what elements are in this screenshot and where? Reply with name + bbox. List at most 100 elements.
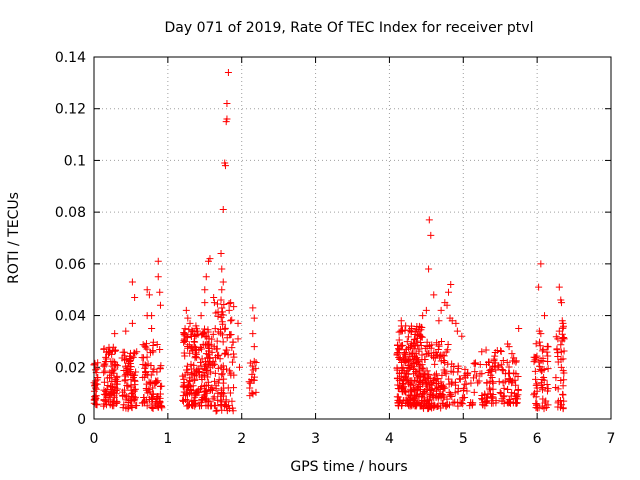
- data-point: [416, 332, 424, 340]
- data-point: [401, 350, 409, 358]
- data-point: [120, 348, 128, 356]
- data-point: [396, 356, 404, 364]
- y-tick-label: 0.08: [55, 205, 86, 221]
- data-point: [560, 369, 568, 377]
- data-point: [404, 333, 412, 341]
- data-point: [218, 370, 226, 378]
- data-point: [234, 335, 242, 343]
- data-point: [536, 342, 544, 350]
- data-point: [544, 358, 552, 366]
- data-point: [183, 396, 191, 404]
- data-point: [91, 395, 99, 403]
- data-point: [395, 346, 403, 354]
- data-point: [141, 398, 149, 406]
- data-point: [219, 389, 227, 397]
- data-point: [234, 319, 242, 327]
- data-point: [537, 330, 545, 338]
- data-point: [404, 344, 412, 352]
- data-point: [208, 348, 216, 356]
- data-point: [101, 367, 109, 375]
- data-point: [188, 389, 196, 397]
- data-point: [112, 375, 120, 383]
- data-point: [191, 352, 199, 360]
- data-point: [147, 371, 155, 379]
- data-point: [403, 367, 411, 375]
- data-point: [557, 376, 565, 384]
- data-point: [460, 384, 468, 392]
- data-point: [110, 369, 118, 377]
- data-point: [221, 350, 229, 358]
- data-point: [414, 357, 422, 365]
- data-point: [535, 404, 543, 412]
- data-point: [506, 376, 514, 384]
- data-point: [533, 400, 541, 408]
- x-tick-label: 5: [459, 431, 468, 447]
- data-point: [201, 286, 209, 294]
- data-point: [182, 306, 190, 314]
- data-point: [491, 349, 499, 357]
- x-axis-label: GPS time / hours: [290, 459, 407, 475]
- data-point: [250, 343, 258, 351]
- data-point: [445, 288, 453, 296]
- data-point: [418, 393, 426, 401]
- data-point: [213, 406, 221, 414]
- data-point: [156, 301, 164, 309]
- data-point: [192, 400, 200, 408]
- data-point: [432, 379, 440, 387]
- data-point: [544, 385, 552, 393]
- data-point: [223, 115, 231, 123]
- data-point: [201, 325, 209, 333]
- data-point: [416, 331, 424, 339]
- data-point: [514, 386, 522, 394]
- data-point: [225, 299, 233, 307]
- data-point: [439, 399, 447, 407]
- data-point: [131, 293, 139, 301]
- data-point: [434, 374, 442, 382]
- data-point: [140, 394, 148, 402]
- data-point: [553, 345, 561, 353]
- data-point: [154, 257, 162, 265]
- data-point: [221, 162, 229, 170]
- data-point: [154, 273, 162, 281]
- data-point: [127, 370, 135, 378]
- data-point: [186, 377, 194, 385]
- data-point: [217, 311, 225, 319]
- data-point: [113, 398, 121, 406]
- data-point: [246, 379, 254, 387]
- data-point: [195, 371, 203, 379]
- data-point: [229, 338, 237, 346]
- data-point: [228, 344, 236, 352]
- data-point: [471, 368, 479, 376]
- data-point: [179, 397, 187, 405]
- data-point: [402, 356, 410, 364]
- data-point: [123, 381, 131, 389]
- data-point: [184, 314, 192, 322]
- data-point: [221, 325, 229, 333]
- y-tick-label: 0: [77, 412, 86, 428]
- data-point: [106, 374, 114, 382]
- data-point: [180, 388, 188, 396]
- data-point: [419, 365, 427, 373]
- data-point: [426, 396, 434, 404]
- data-point: [228, 358, 236, 366]
- data-point: [531, 353, 539, 361]
- x-tick-label: 0: [90, 431, 99, 447]
- data-point: [451, 378, 459, 386]
- data-point: [407, 387, 415, 395]
- data-point: [210, 299, 218, 307]
- data-point: [148, 403, 156, 411]
- data-point: [205, 360, 213, 368]
- data-point: [470, 388, 478, 396]
- data-point: [505, 343, 513, 351]
- data-point: [228, 397, 236, 405]
- data-point: [156, 288, 164, 296]
- data-point: [454, 364, 462, 372]
- data-point: [437, 378, 445, 386]
- data-point: [156, 394, 164, 402]
- x-tick-label: 4: [385, 431, 394, 447]
- data-point: [441, 384, 449, 392]
- data-point: [202, 387, 210, 395]
- data-point: [533, 352, 541, 360]
- data-point: [446, 392, 454, 400]
- data-point: [398, 326, 406, 334]
